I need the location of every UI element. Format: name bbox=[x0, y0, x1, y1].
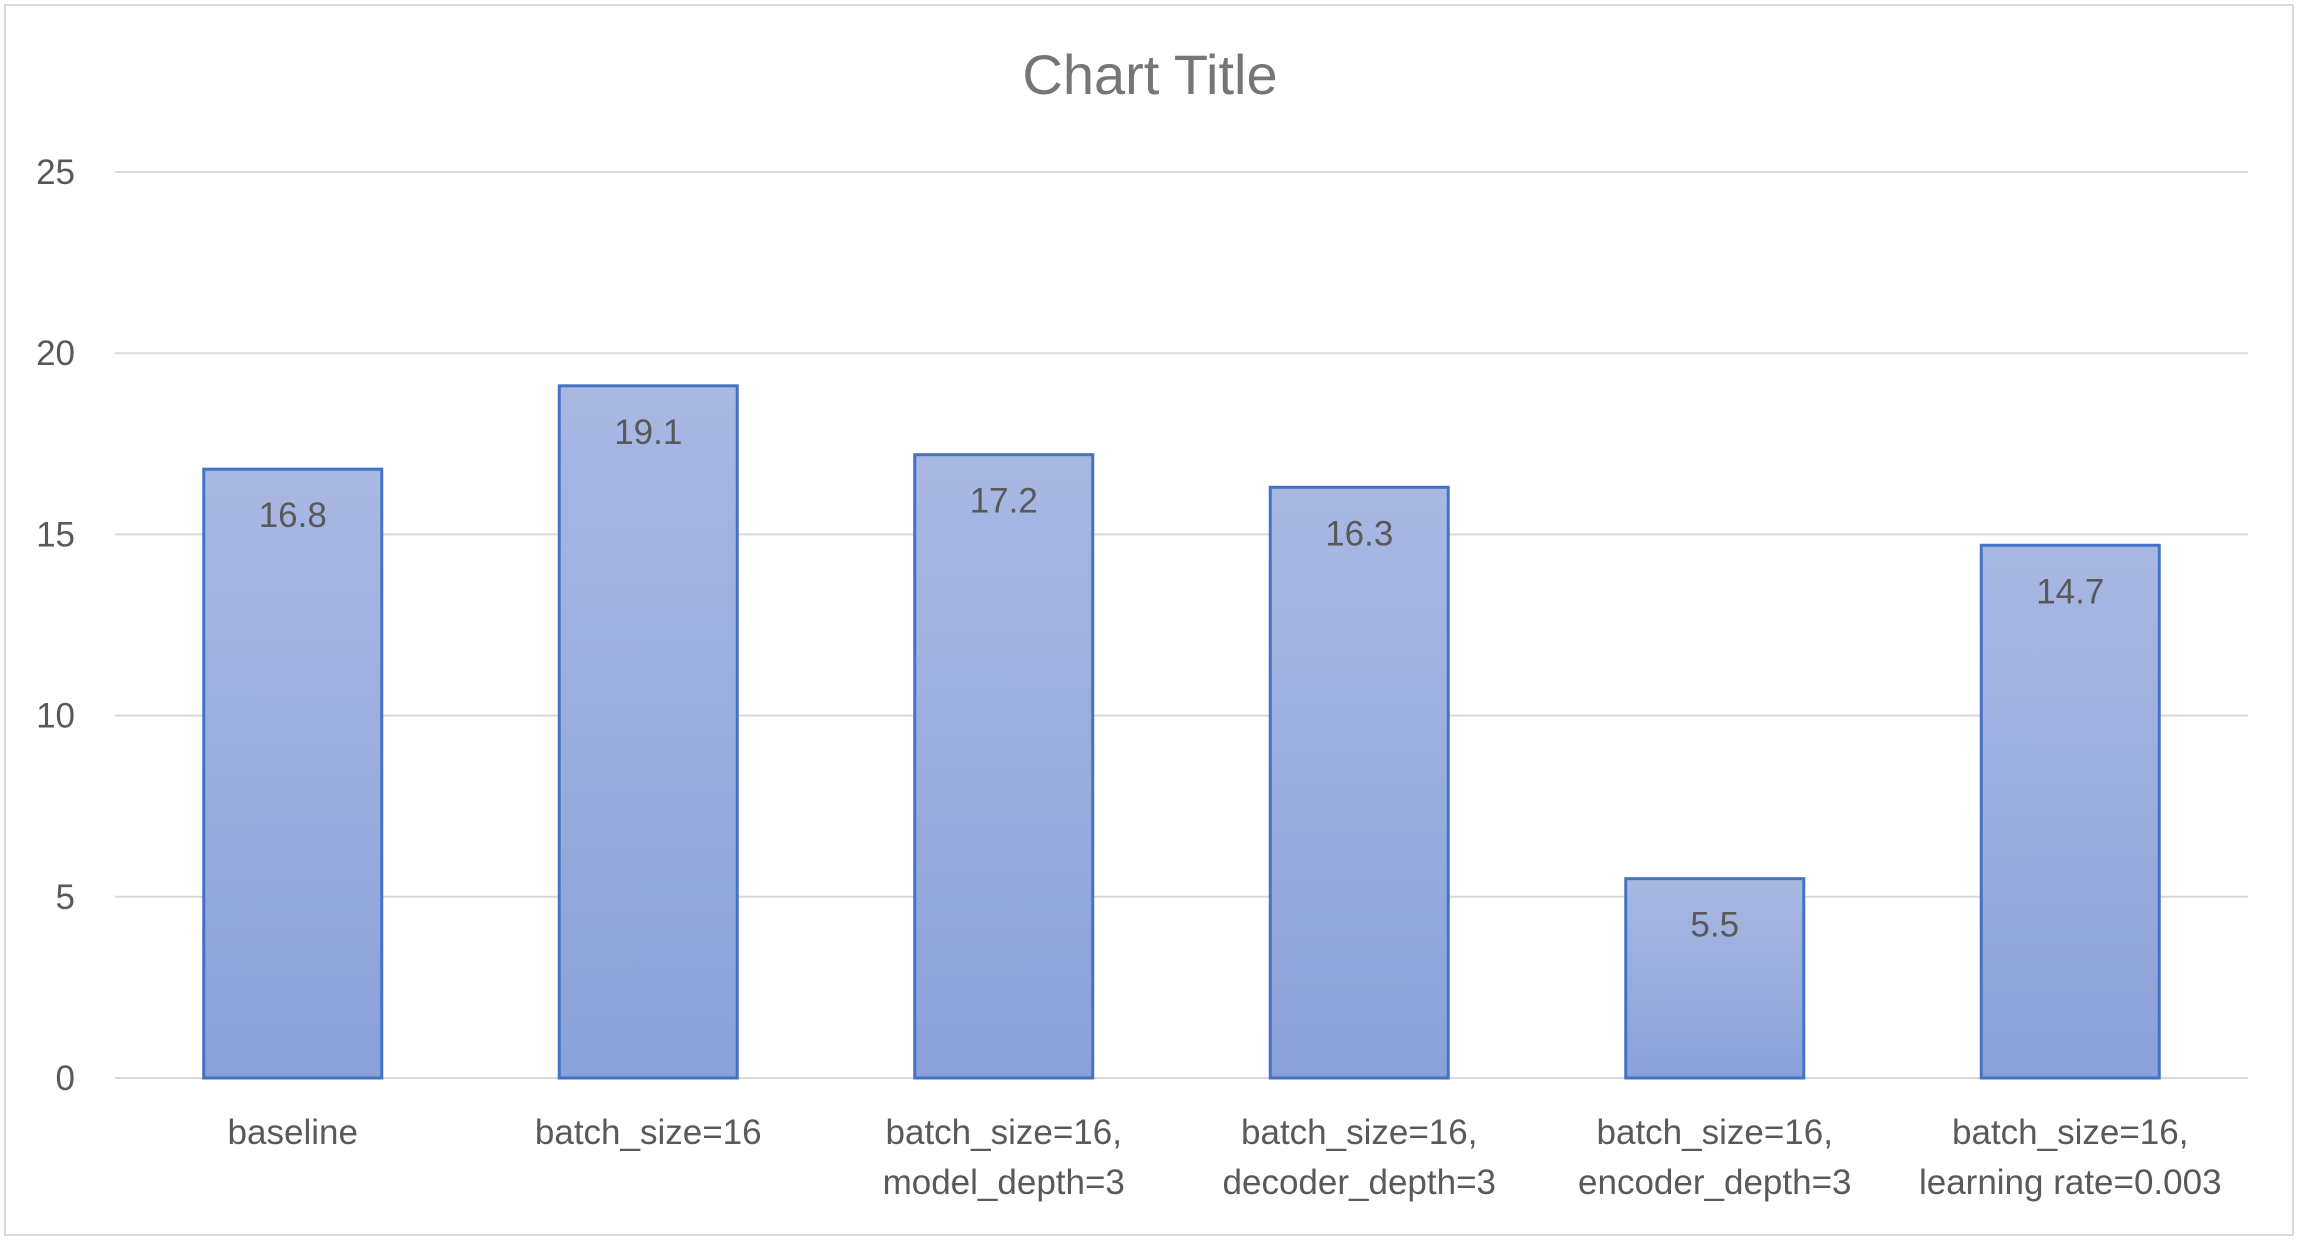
gridlines bbox=[115, 171, 2248, 1079]
chart-title: Chart Title bbox=[1022, 43, 1277, 106]
y-tick-label: 15 bbox=[36, 515, 75, 554]
y-axis-ticks: 0 5 10 15 20 25 bbox=[36, 153, 75, 1098]
bar-data-label: 19.1 bbox=[614, 413, 682, 452]
bar-data-label: 16.3 bbox=[1325, 514, 1393, 553]
y-tick-label: 25 bbox=[36, 153, 75, 192]
bar bbox=[1979, 543, 2161, 1080]
x-category-label: decoder_depth=3 bbox=[1223, 1163, 1496, 1202]
y-tick-label: 0 bbox=[56, 1059, 75, 1098]
x-category-label: learning rate=0.003 bbox=[1919, 1163, 2222, 1202]
bar-data-label: 16.8 bbox=[259, 496, 327, 535]
x-category-label: baseline bbox=[228, 1113, 358, 1152]
bar-data-label: 17.2 bbox=[970, 482, 1038, 521]
bar bbox=[1624, 877, 1806, 1080]
x-category-label: batch_size=16, bbox=[1597, 1113, 1833, 1152]
bar bbox=[913, 453, 1095, 1080]
y-tick-label: 5 bbox=[56, 878, 75, 917]
bars bbox=[202, 384, 2161, 1080]
bar bbox=[202, 467, 384, 1080]
x-category-label: batch_size=16, bbox=[886, 1113, 1122, 1152]
y-tick-label: 20 bbox=[36, 334, 75, 373]
x-category-label: batch_size=16, bbox=[1241, 1113, 1477, 1152]
data-labels: 16.8 19.1 17.2 16.3 5.5 14.7 bbox=[259, 413, 2105, 945]
x-category-label: batch_size=16, bbox=[1952, 1113, 2188, 1152]
chart-frame bbox=[4, 4, 2294, 1236]
x-category-label: model_depth=3 bbox=[883, 1163, 1125, 1202]
bar bbox=[557, 384, 739, 1080]
x-category-label: batch_size=16 bbox=[535, 1113, 762, 1152]
x-category-label: encoder_depth=3 bbox=[1578, 1163, 1851, 1202]
bar bbox=[1268, 485, 1450, 1080]
bar-data-label: 14.7 bbox=[2036, 572, 2104, 611]
x-axis-categories: baseline batch_size=16 batch_size=16,model… bbox=[228, 1113, 2222, 1202]
bar-data-label: 5.5 bbox=[1690, 906, 1739, 945]
y-tick-label: 10 bbox=[36, 697, 75, 736]
